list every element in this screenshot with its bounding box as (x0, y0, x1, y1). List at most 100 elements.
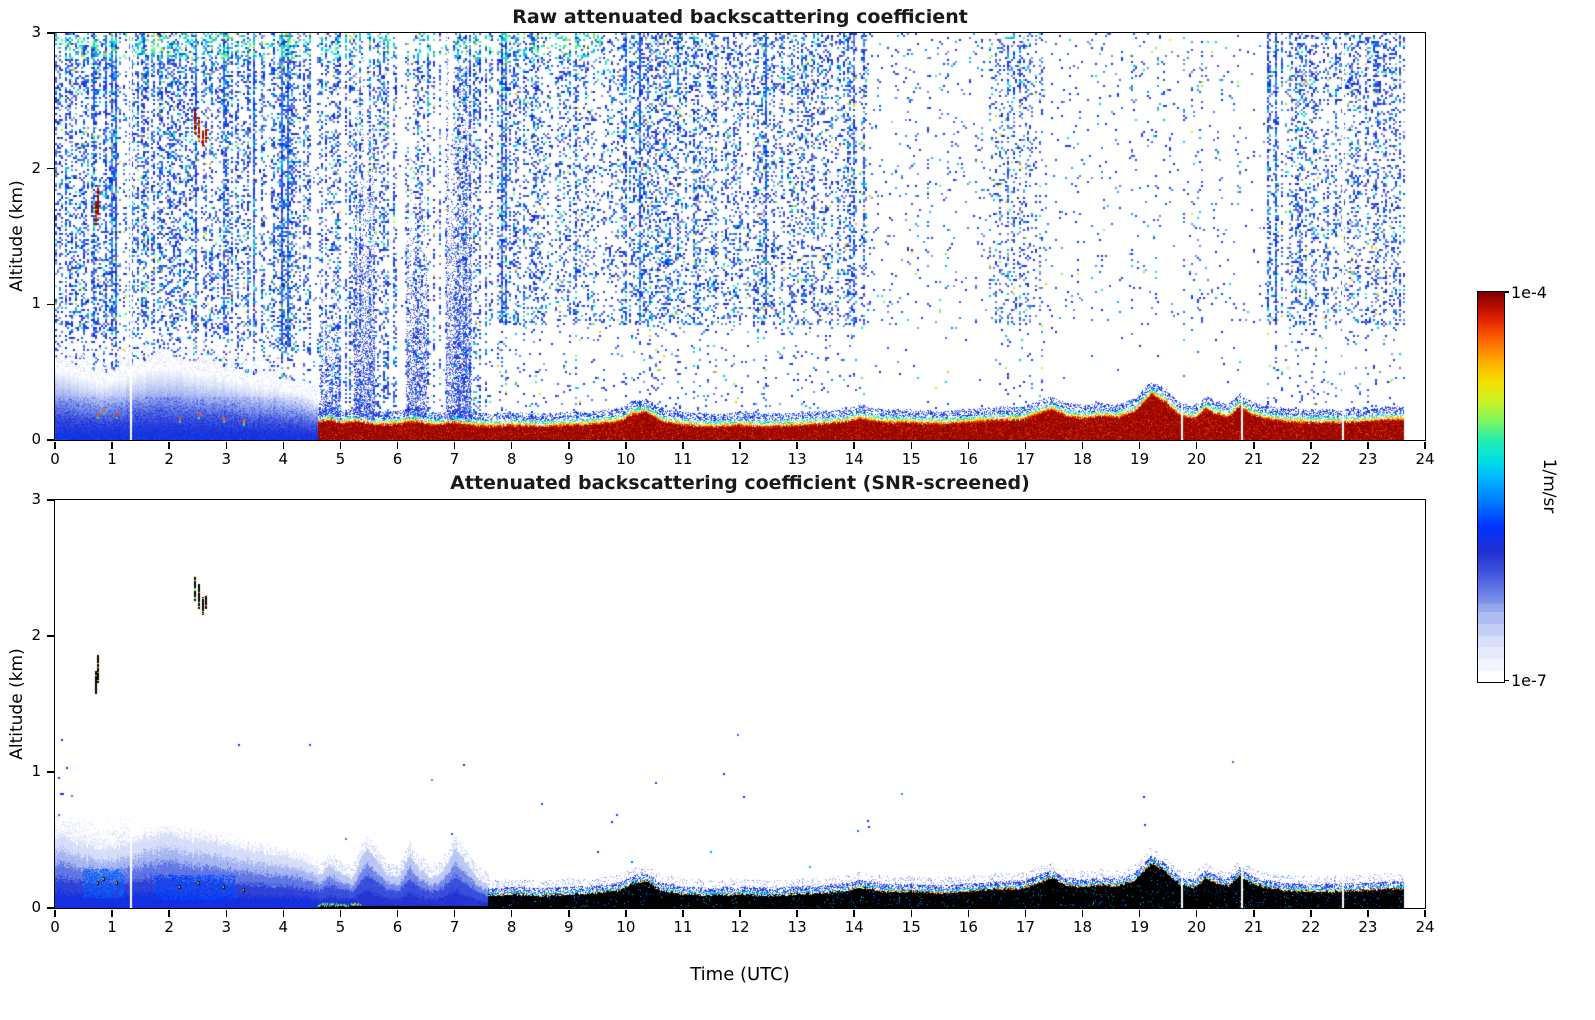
x-tick-label: 22 (1301, 918, 1321, 936)
x-tick-label: 6 (392, 450, 403, 468)
x-tick (1424, 909, 1426, 917)
x-tick (1367, 441, 1369, 449)
raw-heatmap-canvas (54, 32, 1425, 440)
x-tick-label: 5 (335, 918, 346, 936)
colorbar-min-label: 1e-7 (1511, 671, 1547, 690)
x-tick (1424, 441, 1426, 449)
x-tick-label: 18 (1072, 918, 1093, 936)
x-tick-label: 10 (616, 450, 636, 468)
x-tick (396, 441, 399, 449)
y-tick (46, 907, 54, 909)
y-tick-label: 2 (31, 626, 41, 644)
colorbar-max-tick (1504, 291, 1509, 293)
x-tick-label: 17 (1015, 450, 1035, 468)
x-tick (1195, 441, 1198, 449)
y-tick (46, 303, 54, 306)
y-tick (46, 499, 54, 501)
x-tick (168, 909, 170, 917)
x-tick (739, 441, 741, 449)
x-tick-label: 22 (1301, 450, 1321, 468)
x-tick-label: 5 (335, 450, 346, 468)
raw-panel-title: Raw attenuated backscattering coefficien… (512, 6, 968, 28)
x-tick-label: 2 (164, 918, 174, 936)
y-tick (46, 439, 54, 441)
x-tick (1253, 909, 1255, 917)
x-tick (967, 441, 970, 449)
x-tick (625, 441, 627, 449)
x-tick (1138, 909, 1141, 917)
y-tick-label: 1 (31, 294, 41, 313)
x-tick (1024, 441, 1027, 449)
x-tick (54, 441, 56, 449)
x-tick (339, 441, 342, 449)
x-tick-label: 15 (901, 918, 921, 936)
colorbar-canvas (1477, 291, 1504, 682)
y-tick (46, 635, 54, 637)
x-tick-label: 17 (1015, 918, 1035, 936)
x-tick-label: 7 (449, 918, 460, 936)
y-tick-label: 2 (31, 158, 41, 177)
x-tick (1367, 909, 1369, 917)
x-tick (1310, 441, 1312, 449)
x-tick (1195, 909, 1198, 917)
x-tick (796, 909, 798, 917)
x-tick (853, 909, 855, 917)
x-tick-label: 16 (958, 918, 978, 936)
x-tick (510, 441, 513, 449)
x-tick-label: 8 (506, 450, 517, 468)
x-tick-label: 1 (107, 918, 117, 936)
x-tick (453, 909, 456, 917)
x-tick-label: 14 (844, 450, 864, 468)
x-tick-label: 21 (1244, 918, 1264, 936)
x-tick-label: 19 (1130, 918, 1150, 936)
x-tick (111, 909, 113, 917)
x-tick (568, 909, 570, 917)
x-tick (282, 441, 285, 449)
raw-heatmap-panel (53, 31, 1426, 441)
x-tick (1310, 909, 1312, 917)
x-tick-label: 6 (392, 918, 403, 936)
x-tick (625, 909, 627, 917)
x-tick (1024, 909, 1027, 917)
x-tick (853, 441, 855, 449)
x-tick (739, 909, 741, 917)
x-tick (510, 909, 513, 917)
x-tick (967, 909, 970, 917)
x-tick-label: 16 (958, 450, 978, 468)
x-tick-label: 23 (1358, 918, 1378, 936)
x-tick-label: 20 (1187, 918, 1207, 936)
colorbar (1476, 290, 1505, 683)
colorbar-min-tick (1504, 679, 1509, 682)
x-tick (396, 909, 399, 917)
x-tick (910, 909, 912, 917)
x-tick-label: 11 (673, 450, 693, 468)
screened-heatmap-canvas (54, 499, 1425, 908)
x-tick-label: 14 (844, 918, 864, 936)
x-tick (168, 441, 170, 449)
y-tick (46, 32, 54, 34)
x-tick-label: 9 (563, 450, 574, 468)
x-tick-label: 9 (563, 918, 574, 936)
y-tick-label: 0 (31, 898, 41, 916)
x-tick (568, 441, 570, 449)
x-tick (339, 909, 342, 917)
x-tick-label: 0 (50, 450, 60, 468)
x-tick-label: 18 (1072, 450, 1093, 468)
x-tick-label: 15 (901, 450, 921, 468)
x-tick (910, 441, 912, 449)
colorbar-unit-label: 1/m/sr (1539, 458, 1559, 514)
y-tick (46, 167, 54, 170)
x-tick-label: 8 (506, 918, 517, 936)
x-tick (453, 441, 456, 449)
screened-panel-title: Attenuated backscattering coefficient (S… (450, 472, 1030, 494)
x-tick-label: 20 (1187, 450, 1207, 468)
x-axis-label: Time (UTC) (690, 964, 790, 985)
x-tick (796, 441, 798, 449)
y-tick-label: 3 (31, 23, 41, 41)
x-tick (282, 909, 285, 917)
y-tick-label: 3 (31, 490, 41, 508)
x-tick (225, 909, 227, 917)
x-tick-label: 13 (787, 918, 807, 936)
raw-y-axis-label: Altitude (km) (7, 180, 27, 292)
